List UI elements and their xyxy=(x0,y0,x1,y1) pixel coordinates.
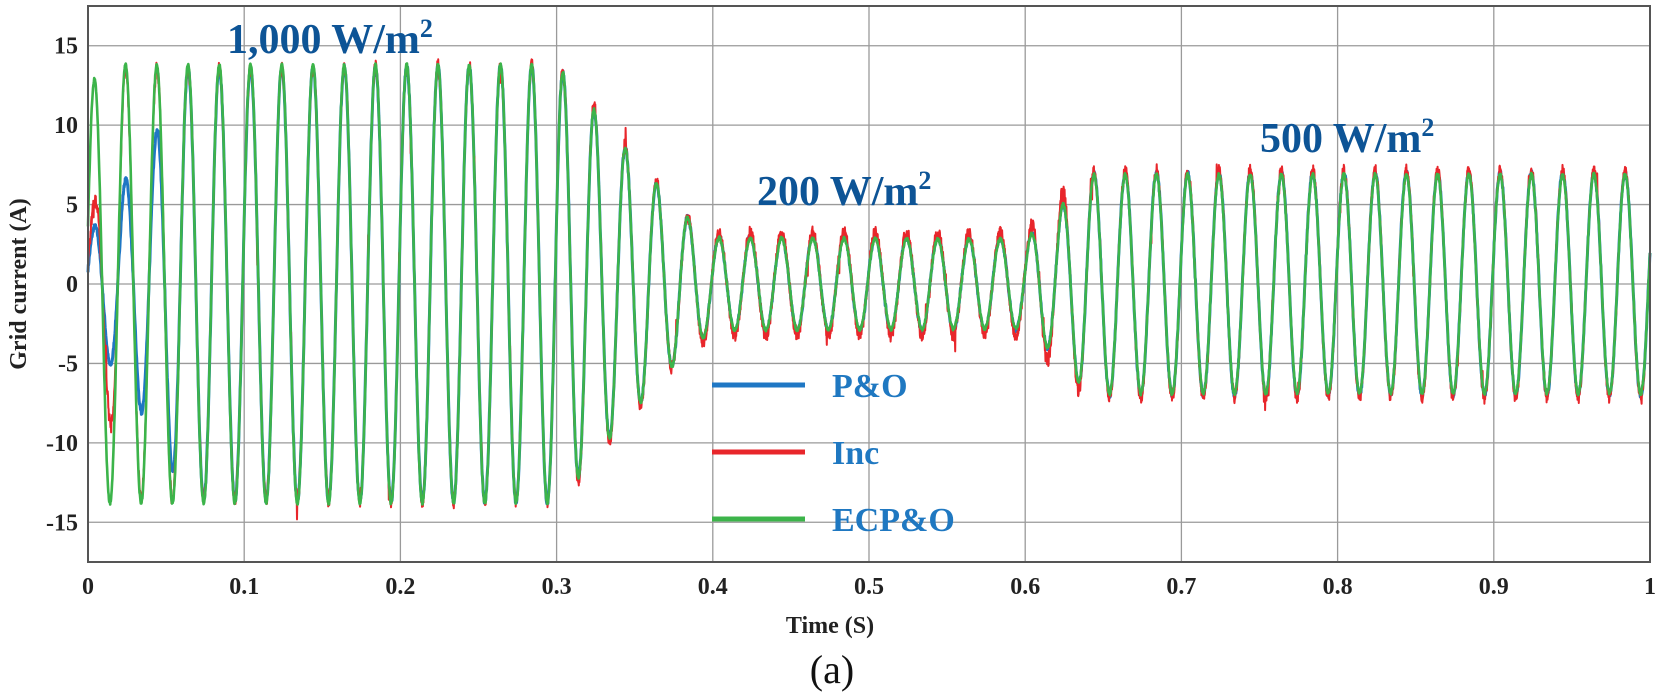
x-tick-label: 0.2 xyxy=(385,574,415,600)
y-tick-label: 5 xyxy=(66,193,78,219)
y-axis-label: Grid current (A) xyxy=(6,198,32,370)
annotation-200: 200 W/m2 xyxy=(757,166,931,215)
y-tick-label: -15 xyxy=(46,510,78,536)
figure-caption: (a) xyxy=(810,647,854,692)
y-tick-label: -5 xyxy=(58,351,78,377)
legend: P&O Inc ECP&O xyxy=(712,368,955,539)
legend-label-inc: Inc xyxy=(832,435,879,472)
y-tick-label: 10 xyxy=(54,113,78,139)
x-tick-label: 0.4 xyxy=(698,574,728,600)
x-tick-label: 0.7 xyxy=(1166,574,1196,600)
legend-label-ecpo: ECP&O xyxy=(832,502,955,539)
x-tick-label: 0.3 xyxy=(542,574,572,600)
x-tick-label: 0 xyxy=(82,574,94,600)
x-tick-label: 0.9 xyxy=(1479,574,1509,600)
y-tick-label: -10 xyxy=(46,431,78,457)
annotation-1000: 1,000 W/m2 xyxy=(227,14,433,63)
annotation-500: 500 W/m2 xyxy=(1260,113,1434,162)
x-tick-label: 0.6 xyxy=(1010,574,1040,600)
y-tick-label: 0 xyxy=(66,272,78,298)
x-tick-label: 1 xyxy=(1644,574,1656,600)
x-tick-label: 0.1 xyxy=(229,574,259,600)
y-tick-label: 15 xyxy=(54,34,78,60)
legend-label-po: P&O xyxy=(832,368,908,405)
x-axis-label: Time (S) xyxy=(786,613,874,639)
x-tick-label: 0.8 xyxy=(1323,574,1353,600)
x-tick-label: 0.5 xyxy=(854,574,884,600)
